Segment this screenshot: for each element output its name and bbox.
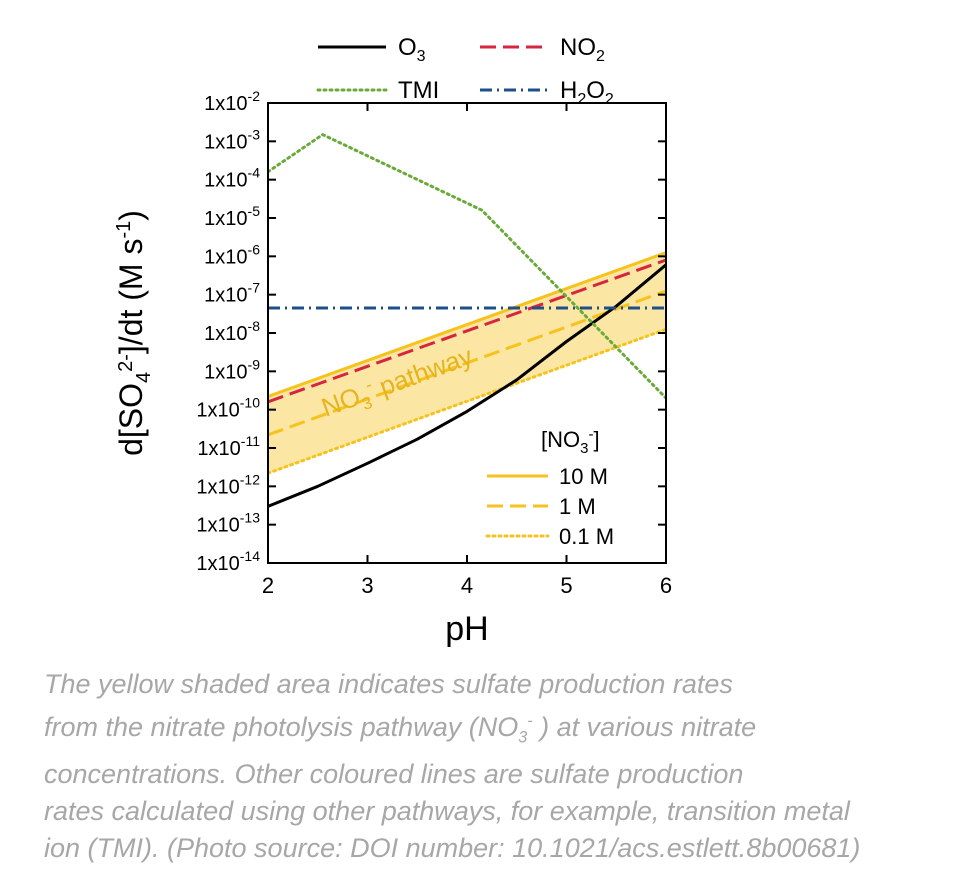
legend-label-part: 2 [596,48,605,65]
y-tick-label: 1x10-3 [204,126,260,153]
legend-nitrate: [NO3-] 10 M 1 M 0.1 M [485,426,614,549]
legend-label-o3: O3 [398,34,426,65]
caption-line-2-part-b: ) at various nitrate [532,712,757,742]
legend-label-no2: NO2 [560,34,605,65]
legend-label-part: O [586,77,605,104]
y-tick-label: 1x10-14 [196,548,260,575]
y-label-part: -1 [113,221,135,239]
y-axis-label: d[SO42-]/dt (M s-1) [113,210,155,456]
legend-nitrate-title-part: 3 [580,440,588,457]
y-tick-label: 1x10-9 [204,356,260,383]
legend-nitrate-label: 1 M [559,494,596,519]
nitrate-line-0-1m [268,327,666,475]
y-tick-base: 1x10 [196,400,239,422]
legend-label-part: 2 [577,91,586,108]
y-label-part: 4 [133,372,155,383]
y-tick-exp: -11 [241,433,260,449]
x-tick-label: 2 [262,573,274,598]
y-tick-exp: -9 [248,356,261,372]
legend-label-part: O [398,34,417,61]
legend-nitrate-title-part: - [588,426,593,443]
y-tick-exp: -4 [248,165,261,181]
y-label-part: ) [113,210,149,221]
y-tick-base: 1x10 [196,553,239,575]
caption-line-5: ion (TMI). (Photo source: DOI number: 10… [44,833,861,864]
y-tick-base: 1x10 [204,361,247,383]
series-lines [268,133,666,508]
x-tick-label: 3 [361,573,373,598]
y-tick-base: 1x10 [197,438,240,460]
y-tick-label: 1x10-8 [204,318,260,345]
y-tick-base: 1x10 [204,131,247,153]
y-tick-exp: -6 [248,241,261,257]
line-no2 [268,258,666,404]
legend-label-part: 3 [417,48,426,65]
line-tmi [268,133,666,400]
nitrate-line-10m [268,251,666,398]
nitrate-line-1m [268,289,666,437]
y-tick-exp: -8 [248,318,261,334]
legend-label-tmi: TMI [398,77,439,104]
y-tick-exp: -13 [240,510,260,526]
x-tick-label: 6 [660,573,672,598]
y-tick-label: 1x10-13 [196,510,260,537]
legend-label-part: TMI [398,77,439,104]
legend-nitrate-label: 10 M [559,464,608,489]
caption-line-2-part-a: from the nitrate photolysis pathway (NO [44,712,519,742]
y-tick-label: 1x10-12 [196,471,260,498]
y-tick-base: 1x10 [196,476,239,498]
y-tick-exp: -3 [248,126,261,142]
y-tick-label: 1x10-6 [204,241,260,268]
y-tick-exp: -5 [248,203,261,219]
caption: The yellow shaded area indicates sulfate… [44,666,959,867]
y-tick-base: 1x10 [204,323,247,345]
legend-nitrate-title-part: [NO [541,427,580,452]
y-tick-label: 1x10-5 [204,203,260,230]
caption-line-4: rates calculated using other pathways, f… [44,796,850,827]
y-tick-exp: -14 [240,548,260,564]
legend-label-h2o2: H2O2 [560,77,614,108]
axes: 2 3 4 5 61x10-21x10-31x10-41x10-51x10-61x10-… [113,88,672,648]
y-tick-base: 1x10 [204,208,247,230]
caption-line-2: from the nitrate photolysis pathway (NO3… [44,703,959,756]
caption-sub-3: 3 [518,728,528,747]
annotation-sup-minus: - [363,375,375,395]
caption-sup-minus: - [527,712,533,730]
y-tick-label: 1x10-2 [204,88,260,115]
x-axis-label: pH [445,610,488,648]
y-tick-label: 1x10-7 [204,280,260,307]
y-label-part: 2- [115,354,137,372]
caption-line-3: concentrations. Other coloured lines are… [44,759,744,790]
y-tick-base: 1x10 [204,93,247,115]
legend-nitrate-label: 0.1 M [559,524,614,549]
y-tick-base: 1x10 [204,170,247,192]
legend-nitrate-title: [NO3-] [541,426,600,457]
y-tick-exp: -7 [248,280,261,296]
y-tick-label: 1x10-11 [197,433,260,460]
y-tick-label: 1x10-4 [204,165,260,192]
legend-label-part: NO [560,34,596,61]
x-tick-label: 4 [461,573,473,598]
y-tick-base: 1x10 [204,246,247,268]
chart: NO3- pathway 2 3 4 5 61x10-21x10-31x10-41x10… [113,34,672,648]
y-label-part: d[SO [113,383,149,456]
line-o3 [268,263,666,508]
y-tick-exp: -12 [240,471,260,487]
y-tick-exp: -2 [248,88,261,104]
y-tick-base: 1x10 [196,515,239,537]
y-tick-label: 1x10-10 [196,395,260,422]
x-tick-label: 5 [560,573,572,598]
legend-nitrate-title-part: ] [593,427,599,452]
y-tick-base: 1x10 [204,285,247,307]
y-label-part: ]/dt (M s [113,239,149,355]
y-tick-exp: -10 [240,395,260,411]
legend-label-part: 2 [605,91,614,108]
legend-label-part: H [560,77,577,104]
caption-line-1: The yellow shaded area indicates sulfate… [44,669,733,699]
